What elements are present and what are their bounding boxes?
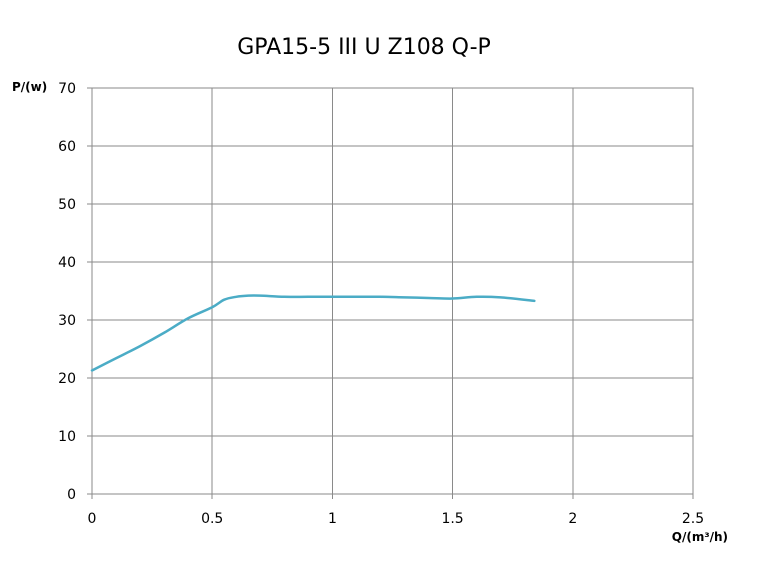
x-tick-label: 2.5	[682, 511, 704, 527]
y-tick-label: 40	[58, 255, 76, 271]
y-tick-label: 60	[58, 139, 76, 155]
axis-layer: 0 10 20 30 40 50 60 70 0 0.5 1 1.5 2 2.5	[58, 81, 704, 527]
x-axis-label: Q/(m³/h)	[672, 530, 728, 544]
series-layer	[90, 294, 536, 372]
y-tick-label: 0	[67, 487, 76, 503]
y-tick-label: 30	[58, 313, 76, 329]
x-tick-label: 1.5	[441, 511, 463, 527]
y-tick-label: 50	[58, 197, 76, 213]
chart-title: GPA15-5 III U Z108 Q-P	[237, 35, 491, 60]
y-axis-label: P/(w)	[12, 80, 47, 94]
x-tick-label: 0	[88, 511, 97, 527]
x-tick-label: 1	[328, 511, 337, 527]
x-tick-label: 2	[568, 511, 577, 527]
grid-layer	[91, 87, 694, 495]
y-tick-label: 20	[58, 371, 76, 387]
y-tick-label: 10	[58, 429, 76, 445]
x-tick-label: 0.5	[201, 511, 223, 527]
plot-area-border	[91, 87, 694, 495]
series-line-0	[90, 294, 536, 372]
y-tick-label: 70	[58, 81, 76, 97]
